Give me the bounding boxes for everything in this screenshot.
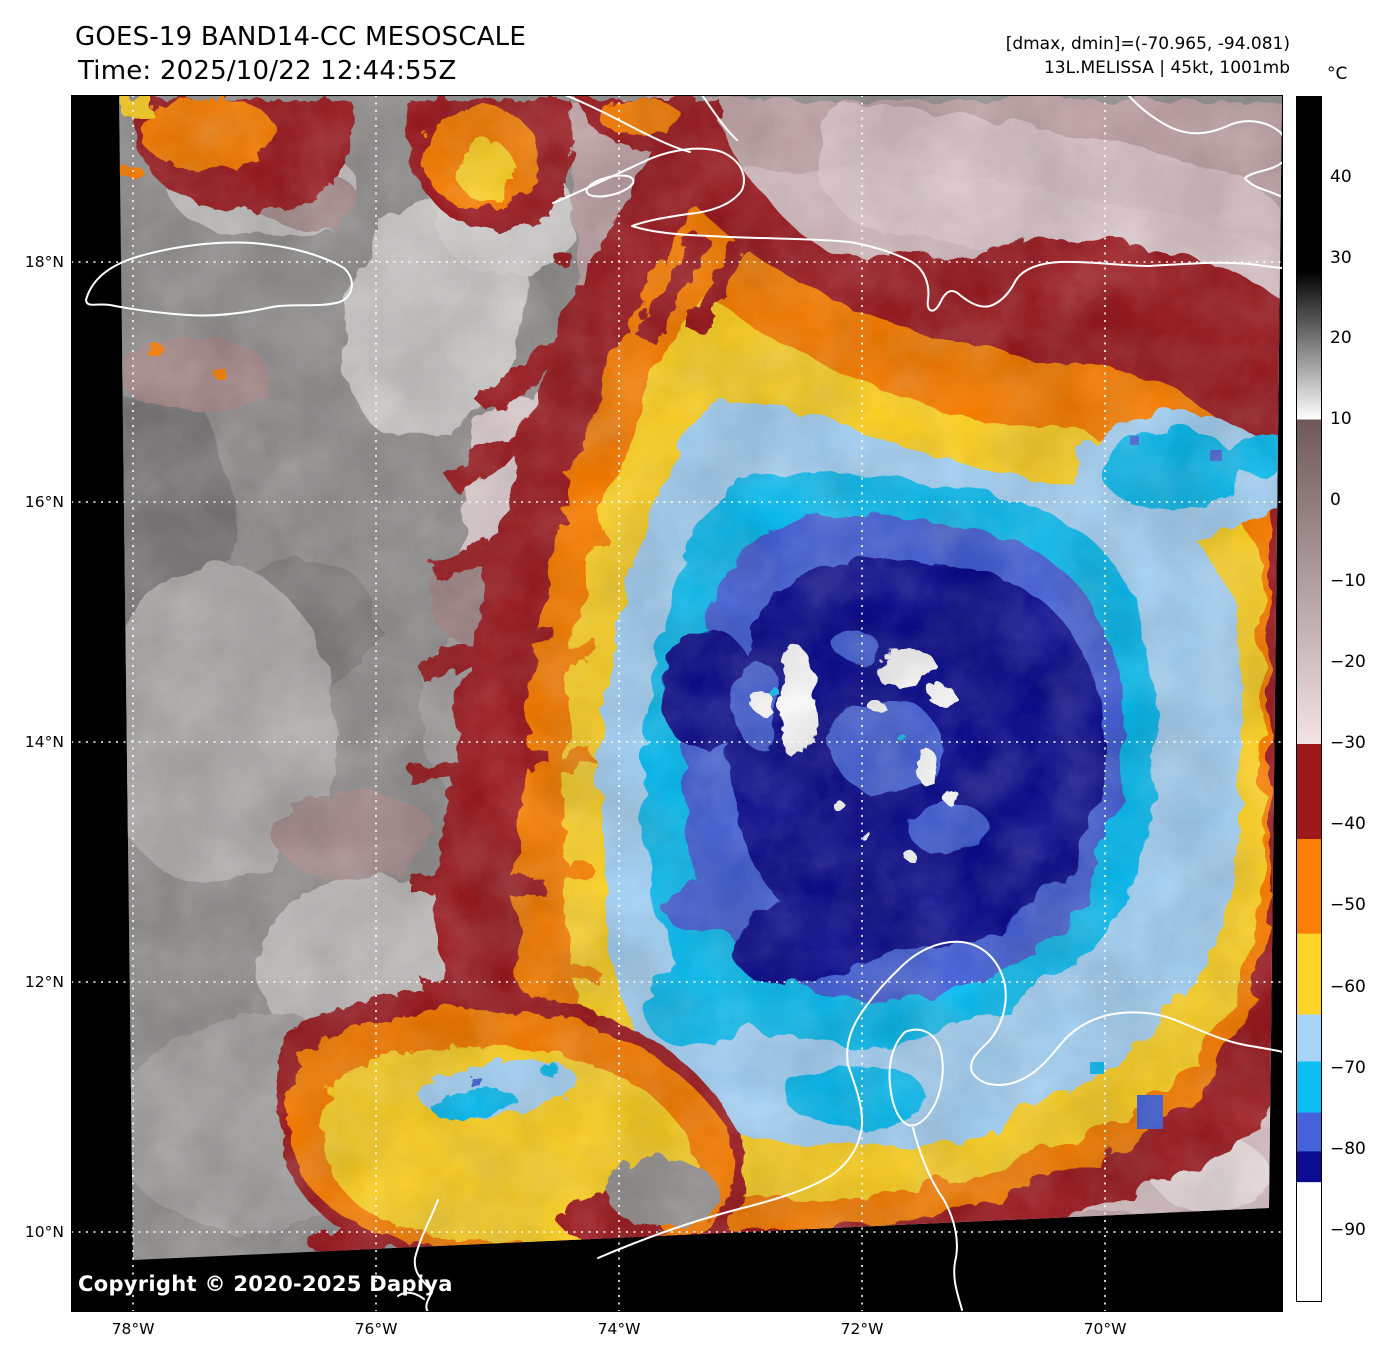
colorbar-tick: −30: [1330, 733, 1366, 753]
colorbar-tick: 30: [1330, 248, 1352, 268]
coastlines: [85, 95, 1283, 1312]
colorbar-tick: −10: [1330, 571, 1366, 591]
timestamp: Time: 2025/10/22 12:44:55Z: [78, 56, 457, 86]
y-axis-tick: 12°N: [24, 973, 64, 991]
y-axis-tick: 18°N: [24, 253, 64, 271]
colorbar-tick: −50: [1330, 895, 1366, 915]
y-axis-tick: 16°N: [24, 493, 64, 511]
dmax-dmin-readout: [dmax, dmin]=(-70.965, -94.081): [1005, 34, 1290, 54]
x-axis-tick: 72°W: [840, 1320, 884, 1338]
colorbar-tick: 0: [1330, 490, 1341, 510]
colorbar-tick: −60: [1330, 977, 1366, 997]
page-title: GOES-19 BAND14-CC MESOSCALE: [75, 22, 526, 52]
y-axis-tick: 14°N: [24, 733, 64, 751]
colorbar-unit-label: °C: [1327, 64, 1348, 84]
x-axis-tick: 74°W: [597, 1320, 641, 1338]
lat-lon-gridlines: [71, 95, 1283, 1312]
copyright-text: Copyright © 2020-2025 Dapiya: [78, 1272, 453, 1296]
colorbar-tick: −80: [1330, 1139, 1366, 1159]
colorbar-tick: 40: [1330, 167, 1352, 187]
y-axis-tick: 10°N: [24, 1223, 64, 1241]
ir-cloud-field: [119, 95, 1282, 1260]
colorbar-tick: −90: [1330, 1220, 1366, 1240]
colorbar-tick: −40: [1330, 814, 1366, 834]
colorbar-tick: −20: [1330, 652, 1366, 672]
x-axis-tick: 76°W: [354, 1320, 398, 1338]
temperature-colorbar: [1296, 96, 1322, 1302]
x-axis-tick: 78°W: [111, 1320, 155, 1338]
colorbar-tick: 20: [1330, 328, 1352, 348]
colorbar-tick: 10: [1330, 409, 1352, 429]
storm-info: 13L.MELISSA | 45kt, 1001mb: [1043, 58, 1290, 78]
x-axis-tick: 70°W: [1083, 1320, 1127, 1338]
colorbar-tick: −70: [1330, 1058, 1366, 1078]
